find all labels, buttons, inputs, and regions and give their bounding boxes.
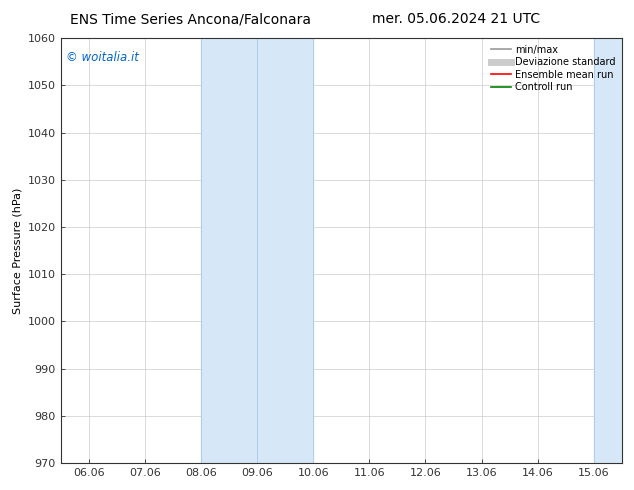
Bar: [257, 38, 313, 463]
Legend: min/max, Deviazione standard, Ensemble mean run, Controll run: min/max, Deviazione standard, Ensemble m…: [489, 43, 617, 94]
Text: ENS Time Series Ancona/Falconara: ENS Time Series Ancona/Falconara: [70, 12, 311, 26]
Bar: [201, 38, 257, 463]
Text: mer. 05.06.2024 21 UTC: mer. 05.06.2024 21 UTC: [372, 12, 541, 26]
Y-axis label: Surface Pressure (hPa): Surface Pressure (hPa): [12, 187, 22, 314]
Text: © woitalia.it: © woitalia.it: [66, 51, 139, 64]
Bar: [594, 38, 622, 463]
